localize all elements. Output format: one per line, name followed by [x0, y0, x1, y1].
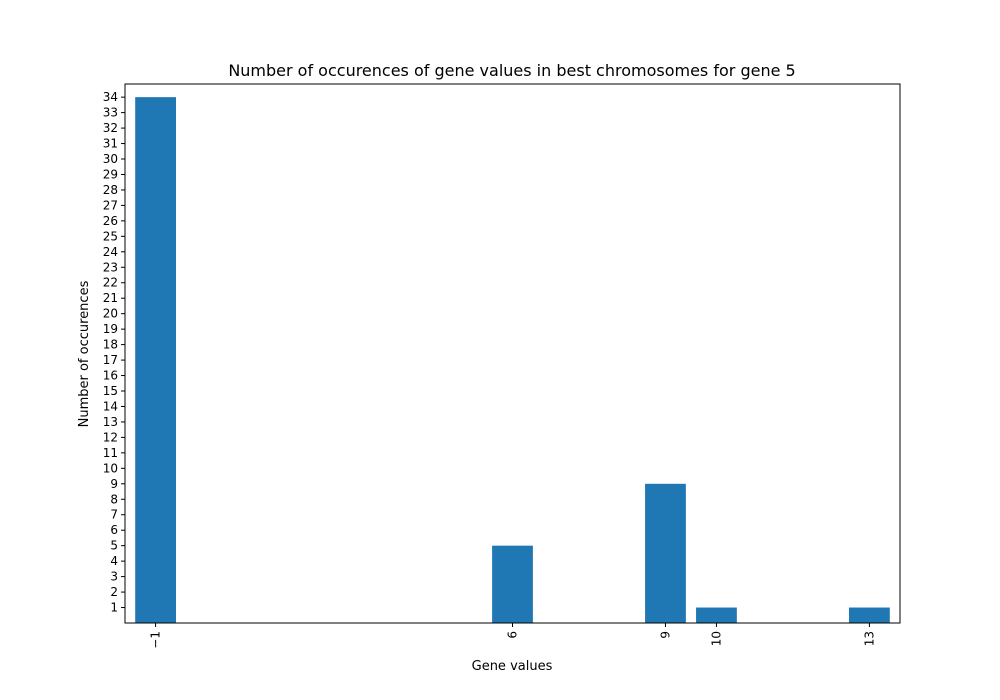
- y-tick-label-13: 14: [103, 399, 118, 413]
- x-tick-label-1: 6: [506, 631, 520, 639]
- bar-0: [135, 97, 176, 623]
- y-tick-label-25: 26: [103, 214, 118, 228]
- bar-1: [492, 545, 533, 623]
- y-tick-label-15: 16: [103, 369, 118, 383]
- x-tick-label-0: −1: [149, 631, 163, 649]
- y-tick-label-32: 33: [103, 106, 118, 120]
- y-tick-label-26: 27: [103, 198, 118, 212]
- y-tick-label-24: 25: [103, 229, 118, 243]
- y-axis: 1234567891011121314151617181920212223242…: [103, 90, 125, 615]
- y-tick-label-8: 9: [110, 477, 118, 491]
- y-tick-label-3: 4: [110, 554, 118, 568]
- plot-area-frame: [124, 83, 901, 624]
- y-tick-label-10: 11: [103, 446, 118, 460]
- y-tick-label-28: 29: [103, 167, 118, 181]
- bars-layer: [135, 97, 890, 623]
- y-tick-label-27: 28: [103, 183, 118, 197]
- y-tick-label-19: 20: [103, 307, 118, 321]
- y-tick-label-30: 31: [103, 137, 118, 151]
- y-tick-label-9: 10: [103, 461, 118, 475]
- y-tick-label-5: 6: [110, 523, 118, 537]
- y-tick-label-33: 34: [103, 90, 118, 104]
- x-axis: −1 6 9 10 13: [149, 623, 876, 649]
- y-tick-label-11: 12: [103, 430, 118, 444]
- x-tick-label-2: 9: [658, 631, 672, 639]
- y-tick-label-18: 19: [103, 322, 118, 336]
- bar-2: [645, 483, 686, 623]
- y-tick-label-22: 23: [103, 260, 118, 274]
- y-tick-label-23: 24: [103, 245, 118, 259]
- x-tick-label-4: 13: [862, 631, 876, 646]
- y-tick-label-31: 32: [103, 121, 118, 135]
- bar-4: [849, 607, 890, 623]
- y-tick-label-16: 17: [103, 353, 118, 367]
- y-tick-label-7: 8: [110, 492, 118, 506]
- x-tick-label-3: 10: [709, 631, 723, 646]
- y-tick-label-0: 1: [110, 601, 118, 615]
- chart-title: Number of occurences of gene values in b…: [228, 61, 795, 80]
- y-tick-label-4: 5: [110, 539, 118, 553]
- y-tick-label-2: 3: [110, 570, 118, 584]
- y-axis-label: Number of occurences: [77, 280, 92, 427]
- y-tick-label-29: 30: [103, 152, 118, 166]
- y-tick-label-1: 2: [110, 585, 118, 599]
- y-tick-label-21: 22: [103, 276, 118, 290]
- y-tick-label-20: 21: [103, 291, 118, 305]
- y-tick-label-17: 18: [103, 338, 118, 352]
- y-tick-label-14: 15: [103, 384, 118, 398]
- bar-3: [696, 607, 737, 623]
- y-tick-label-6: 7: [110, 508, 118, 522]
- x-axis-label: Gene values: [472, 659, 553, 674]
- y-tick-label-12: 13: [103, 415, 118, 429]
